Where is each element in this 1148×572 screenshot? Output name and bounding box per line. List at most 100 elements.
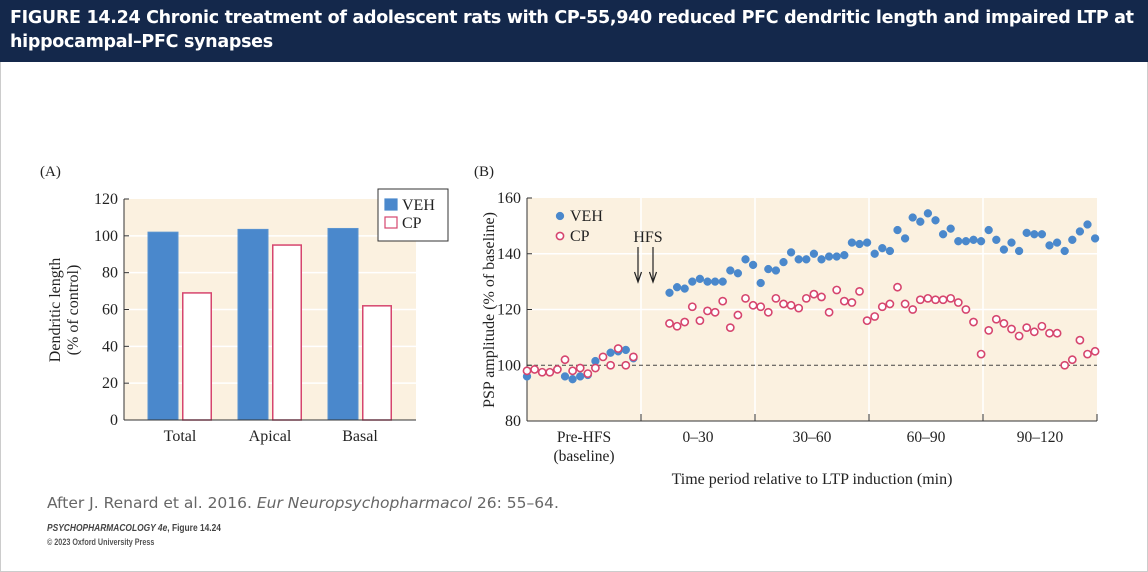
point-veh — [748, 260, 758, 270]
x-tick-label: Total — [164, 428, 197, 445]
credit-journal: Eur Neuropsychopharmacol — [256, 494, 472, 512]
point-veh — [984, 225, 993, 235]
y-axis-label: Dendritic length(% of control) — [47, 258, 82, 362]
point-cp — [687, 302, 697, 312]
point-cp — [598, 352, 608, 362]
point-veh — [1045, 241, 1054, 250]
point-cp — [545, 367, 555, 377]
x-tick-label: Pre-HFS — [557, 429, 611, 446]
point-cp — [613, 344, 623, 353]
point-veh — [680, 284, 689, 293]
credit-suffix: 26: 55–64. — [471, 494, 559, 512]
y-tick-label: 80 — [102, 265, 118, 282]
point-veh — [665, 288, 674, 297]
book-figure: , Figure 14.24 — [167, 522, 221, 534]
point-cp — [839, 296, 849, 306]
y-tick-label: 120 — [94, 191, 118, 208]
point-cp — [1083, 349, 1092, 359]
point-cp — [931, 295, 940, 305]
point-cp — [606, 360, 615, 370]
point-cp — [756, 302, 766, 312]
point-veh — [999, 245, 1009, 254]
point-cp — [710, 307, 720, 317]
point-veh — [741, 255, 750, 264]
point-veh — [1090, 234, 1100, 243]
point-veh — [672, 283, 682, 292]
point-cp — [847, 298, 857, 307]
point-cp — [1045, 328, 1054, 338]
point-cp — [855, 286, 864, 296]
panel-b-label: (B) — [474, 164, 494, 180]
point-cp — [1014, 331, 1024, 341]
point-cp — [672, 321, 682, 331]
hfs-arrow-head — [648, 271, 658, 284]
y-axis-label-line: Dendritic length — [47, 258, 64, 362]
point-cp — [718, 296, 728, 306]
point-cp — [591, 363, 600, 373]
point-veh — [976, 237, 986, 246]
point-cp — [621, 360, 631, 370]
point-cp — [893, 282, 902, 292]
point-cp — [1007, 324, 1016, 334]
point-veh — [794, 255, 803, 264]
point-cp — [824, 307, 834, 317]
x-tick-label: 30–60 — [793, 429, 832, 446]
point-veh — [900, 234, 910, 243]
point-cp — [991, 314, 1001, 324]
point-veh — [688, 277, 697, 286]
point-cp — [885, 299, 895, 309]
bar-veh-basal — [327, 227, 359, 421]
point-veh — [923, 209, 933, 218]
legend-label: CP — [570, 228, 590, 245]
point-veh — [1052, 238, 1062, 247]
point-cp — [1052, 328, 1062, 338]
point-cp — [953, 298, 963, 307]
point-veh — [938, 230, 948, 239]
y-axis-label: PSP amplitude (% of baseline) — [481, 212, 498, 408]
book-title: PSYCHOPHARMACOLOGY 4e — [47, 522, 168, 534]
point-cp — [629, 352, 638, 362]
y-tick-label: 40 — [102, 338, 118, 355]
bar-cp-total — [182, 292, 212, 421]
y-tick-label: 80 — [505, 413, 521, 430]
point-cp — [908, 305, 918, 314]
point-veh — [568, 375, 577, 384]
point-veh — [817, 255, 826, 264]
source-credit: After J. Renard et al. 2016. Eur Neurops… — [47, 494, 559, 512]
point-cp — [870, 312, 880, 321]
point-veh — [576, 372, 585, 381]
point-cp — [1022, 323, 1032, 333]
point-cp — [999, 319, 1009, 328]
point-veh — [840, 250, 849, 260]
y-tick-label: 100 — [497, 357, 521, 374]
point-veh — [1014, 246, 1024, 256]
point-cp — [680, 317, 690, 327]
point-cp — [900, 299, 910, 309]
y-tick-label: 140 — [497, 246, 521, 263]
point-veh — [786, 248, 796, 257]
x-tick-label: 0–30 — [683, 429, 714, 446]
point-veh — [726, 266, 735, 275]
point-cp — [748, 300, 758, 310]
point-cp — [794, 303, 804, 313]
point-veh — [1007, 238, 1016, 247]
point-cp — [938, 295, 948, 305]
x-tick-label: 90–120 — [1017, 429, 1064, 446]
point-veh — [560, 372, 570, 381]
x-tick-label: 60–90 — [907, 429, 946, 446]
legend-label: VEH — [570, 208, 603, 225]
point-cp — [733, 310, 743, 320]
bar-cp-basal — [362, 305, 392, 421]
point-veh — [870, 249, 879, 258]
point-veh — [1022, 228, 1031, 237]
y-tick-label: 160 — [497, 190, 521, 207]
point-cp — [583, 369, 593, 379]
figure-title-bar: FIGURE 14.24 Chronic treatment of adoles… — [0, 0, 1148, 62]
point-veh — [1030, 230, 1039, 239]
point-veh — [954, 237, 963, 246]
point-cp — [877, 302, 887, 312]
bar-veh-total — [147, 231, 179, 421]
point-cp — [1029, 327, 1039, 337]
figure-title: FIGURE 14.24 Chronic treatment of adoles… — [10, 8, 1134, 52]
point-cp — [923, 293, 933, 303]
